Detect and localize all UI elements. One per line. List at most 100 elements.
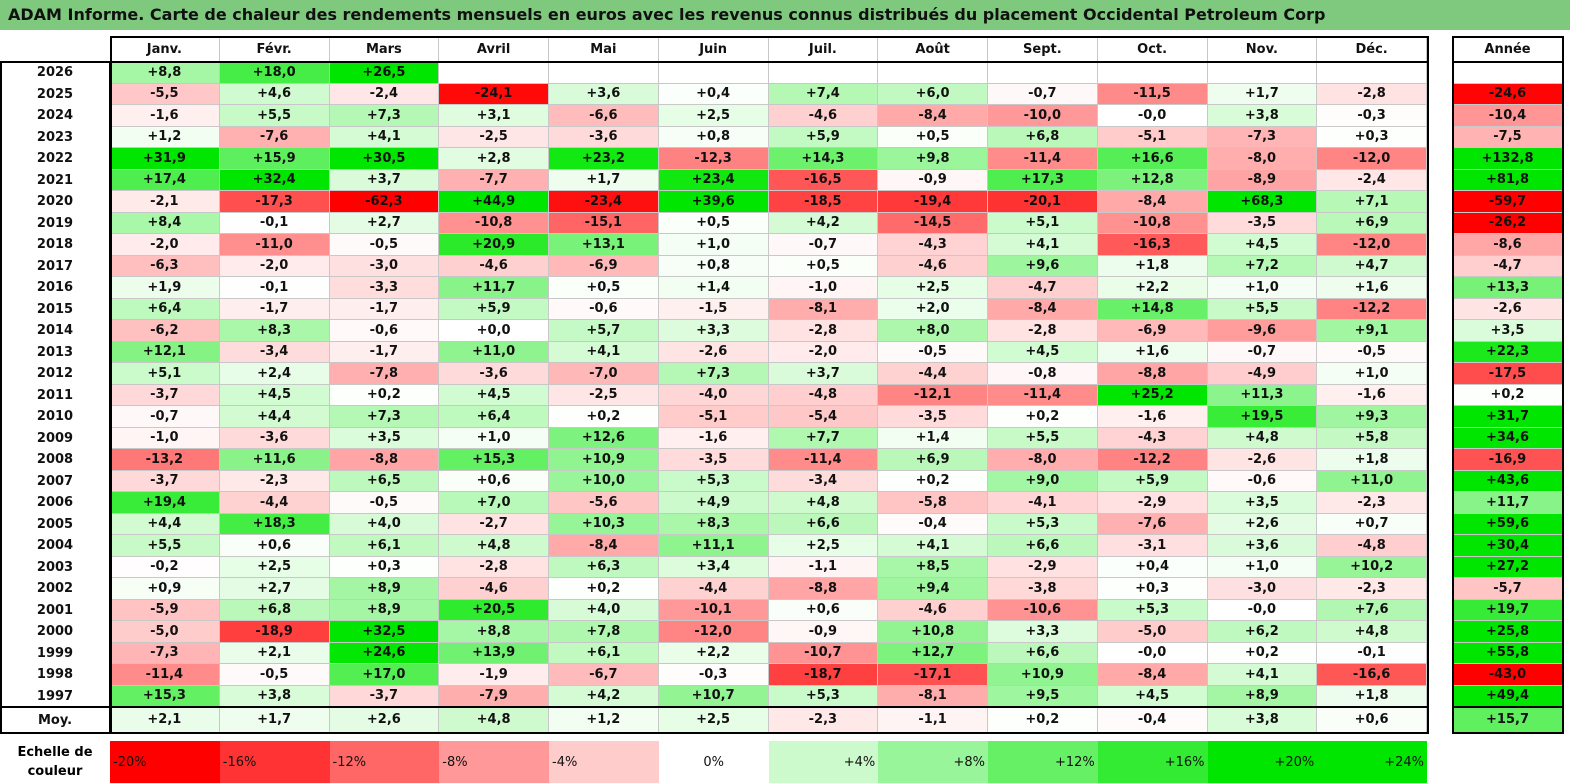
heatmap-cell: +2,6 <box>1207 513 1318 535</box>
heatmap-cell: +10,8 <box>878 621 988 643</box>
average-cell: +2,1 <box>110 707 220 733</box>
heatmap-cell: +5,9 <box>1097 470 1208 492</box>
heatmap-cell <box>1097 62 1208 84</box>
legend-swatch: +16% <box>1097 741 1208 783</box>
heatmap-cell: +68,3 <box>1207 191 1318 213</box>
heatmap-cell: -12,0 <box>1317 234 1427 256</box>
heatmap-cell: -2,0 <box>110 234 220 256</box>
heatmap-cell: -4,7 <box>988 277 1098 299</box>
heatmap-cell: +1,4 <box>658 277 769 299</box>
heatmap-cell: +13,1 <box>549 234 659 256</box>
year-label: 2004 <box>0 535 110 557</box>
heatmap-cell: +1,0 <box>658 234 769 256</box>
heatmap-cell: +4,1 <box>329 126 440 148</box>
heatmap-cell: -6,2 <box>110 320 220 342</box>
heatmap-cell: +0,9 <box>110 578 220 600</box>
heatmap-cell: +6,6 <box>988 642 1098 664</box>
heatmap-cell: -2,3 <box>1317 578 1427 600</box>
year-total-cell: +59,6 <box>1453 513 1563 535</box>
heatmap-cell: +0,8 <box>658 255 769 277</box>
heatmap-cell: -1,7 <box>329 341 440 363</box>
heatmap-cell: -4,9 <box>1207 363 1318 385</box>
heatmap-cell: -2,0 <box>219 255 330 277</box>
heatmap-cell: +3,5 <box>1207 492 1318 514</box>
heatmap-cell: -7,3 <box>110 642 220 664</box>
year-label: 2017 <box>0 255 110 277</box>
legend-swatch: 0% <box>658 741 769 783</box>
heatmap-cell: -2,8 <box>439 556 549 578</box>
year-label: 2018 <box>0 234 110 256</box>
heatmap-cell: +2,2 <box>1097 277 1208 299</box>
heatmap-cell: +4,1 <box>878 535 988 557</box>
heatmap-cell: -3,3 <box>329 277 440 299</box>
heatmap-cell: +5,1 <box>988 212 1098 234</box>
heatmap-cell: -1,9 <box>439 664 549 686</box>
heatmap-cell: -2,8 <box>1317 83 1427 105</box>
heatmap-cell: +2,7 <box>329 212 440 234</box>
heatmap-cell: -3,8 <box>988 578 1098 600</box>
heatmap-cell: -7,9 <box>439 685 549 707</box>
heatmap-cell: +3,5 <box>329 427 440 449</box>
heatmap-cell: +0,2 <box>549 578 659 600</box>
heatmap-cell: +26,5 <box>329 62 440 84</box>
heatmap-cell: -12,2 <box>1317 298 1427 320</box>
heatmap-cell: +4,0 <box>549 599 659 621</box>
heatmap-cell: +2,7 <box>219 578 330 600</box>
heatmap-cell: -11,4 <box>988 384 1098 406</box>
heatmap-cell: +1,2 <box>110 126 220 148</box>
heatmap-cell: +30,5 <box>329 148 440 170</box>
heatmap-cell <box>1317 62 1427 84</box>
heatmap-cell: +5,5 <box>1207 298 1318 320</box>
year-label: 2001 <box>0 599 110 621</box>
heatmap-cell: -1,1 <box>768 556 879 578</box>
average-cell: +4,8 <box>439 707 549 733</box>
heatmap-cell: -8,4 <box>878 105 988 127</box>
heatmap-cell: +0,3 <box>329 556 440 578</box>
heatmap-cell: +0,7 <box>1317 513 1427 535</box>
heatmap-cell: +2,5 <box>219 556 330 578</box>
heatmap-cell: +7,8 <box>549 621 659 643</box>
heatmap-cell: +17,4 <box>110 169 220 191</box>
heatmap-cell: -1,5 <box>658 298 769 320</box>
heatmap-cell: +5,3 <box>768 685 879 707</box>
heatmap-cell: +1,4 <box>878 427 988 449</box>
year-total-cell: -8,6 <box>1453 234 1563 256</box>
heatmap-cell: -6,9 <box>549 255 659 277</box>
heatmap-cell: -0,5 <box>329 492 440 514</box>
heatmap-cell: +6,2 <box>1207 621 1318 643</box>
year-label: 2002 <box>0 578 110 600</box>
heatmap-cell: -3,0 <box>1207 578 1318 600</box>
heatmap-cell: +4,4 <box>110 513 220 535</box>
heatmap-cell: -4,0 <box>658 384 769 406</box>
heatmap-cell: +7,0 <box>439 492 549 514</box>
heatmap-cell: +0,5 <box>878 126 988 148</box>
heatmap-cell: +12,7 <box>878 642 988 664</box>
heatmap-cell: -3,5 <box>658 449 769 471</box>
legend-swatch: -4% <box>549 741 659 783</box>
heatmap-cell: -6,7 <box>549 664 659 686</box>
heatmap-cell: -10,8 <box>1097 212 1208 234</box>
heatmap-cell: +6,8 <box>988 126 1098 148</box>
heatmap-cell: -16,6 <box>1317 664 1427 686</box>
heatmap-cell: +31,9 <box>110 148 220 170</box>
heatmap-cell: -3,7 <box>110 384 220 406</box>
year-total-cell: -4,7 <box>1453 255 1563 277</box>
heatmap-cell: +9,1 <box>1317 320 1427 342</box>
heatmap-cell: +23,2 <box>549 148 659 170</box>
table-divider <box>0 706 1429 708</box>
heatmap-cell: -2,9 <box>1097 492 1208 514</box>
heatmap-cell: -2,7 <box>439 513 549 535</box>
year-label: 2020 <box>0 191 110 213</box>
heatmap-cell: -6,6 <box>549 105 659 127</box>
heatmap-cell: +8,3 <box>219 320 330 342</box>
heatmap-cell: -7,3 <box>1207 126 1318 148</box>
heatmap-cell: +4,8 <box>439 535 549 557</box>
year-label: 2006 <box>0 492 110 514</box>
heatmap-cell: +4,5 <box>988 341 1098 363</box>
legend-swatch: +4% <box>768 741 879 783</box>
heatmap-cell: +5,5 <box>219 105 330 127</box>
year-label: 2025 <box>0 83 110 105</box>
heatmap-cell: -0,5 <box>329 234 440 256</box>
heatmap-cell: -2,6 <box>658 341 769 363</box>
